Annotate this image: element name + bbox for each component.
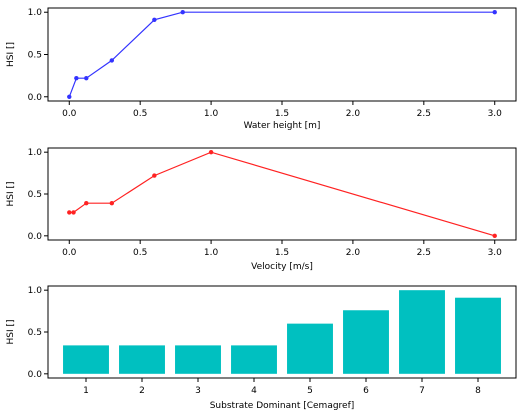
x-tick-label: 5	[307, 386, 313, 396]
data-point	[109, 201, 115, 206]
bar	[175, 345, 221, 374]
y-axis-label: HSI []	[6, 319, 16, 344]
x-axis-label: Water height [m]	[244, 121, 321, 131]
y-tick-label: 1.0	[28, 286, 43, 296]
x-tick-label: 1	[83, 386, 89, 396]
y-axis-label: HSI []	[6, 42, 16, 67]
data-point	[180, 10, 185, 15]
y-tick-label: 0.0	[28, 370, 43, 380]
x-tick-label: 0.0	[62, 248, 77, 258]
y-tick-label: 0.5	[28, 51, 42, 61]
y-tick-label: 0.5	[28, 190, 42, 200]
bar	[287, 323, 333, 374]
bar	[231, 345, 277, 374]
x-axis-label: Substrate Dominant [Cemagref]	[210, 401, 355, 411]
plot-frame	[47, 285, 517, 379]
bar	[63, 345, 109, 374]
x-tick-label: 0.5	[133, 248, 147, 258]
series-line	[68, 11, 495, 98]
y-tick-label: 0.0	[28, 232, 43, 242]
data-point	[152, 173, 157, 178]
x-tick-label: 1.5	[275, 109, 289, 119]
data-point	[109, 58, 115, 63]
x-axis-label: Velocity [m/s]	[251, 262, 313, 272]
x-tick-label: 1.0	[204, 248, 219, 258]
data-point	[74, 75, 79, 81]
data-point	[84, 201, 89, 206]
x-tick-label: 1.5	[275, 248, 289, 258]
data-point	[208, 149, 214, 155]
bar	[455, 297, 501, 374]
series-line	[69, 151, 495, 237]
x-tick-label: 6	[363, 386, 369, 396]
x-tick-label: 7	[419, 386, 425, 396]
bar	[343, 310, 389, 374]
x-tick-label: 8	[475, 386, 481, 396]
plot-frame	[47, 147, 517, 241]
x-tick-label: 2.0	[346, 109, 361, 119]
x-tick-label: 2.0	[346, 248, 361, 258]
data-point	[84, 75, 89, 81]
y-tick-label: 1.0	[28, 148, 43, 158]
data-point	[67, 94, 72, 99]
x-tick-label: 0.5	[133, 109, 147, 119]
y-tick-label: 1.0	[28, 8, 43, 18]
x-tick-label: 2	[139, 386, 145, 396]
data-point	[492, 10, 497, 15]
chart-panel-2: 0.0 0.5 1.0 HSI [] Velocity [m/s] 0.0 0.5 1.0 1.…	[6, 147, 517, 272]
x-tick-label: 3.0	[488, 248, 503, 258]
data-point	[152, 17, 157, 23]
x-tick-label: 0.0	[62, 109, 77, 119]
x-tick-label: 1.0	[204, 109, 219, 119]
data-point	[67, 210, 72, 215]
data-point	[492, 233, 497, 239]
bar	[119, 345, 165, 374]
x-tick-label: 4	[251, 386, 257, 396]
chart-panel-3: 0.0 0.5 1.0 HSI [] Substrate Dominant [Cemag…	[6, 285, 517, 411]
x-tick-label: 3.0	[488, 109, 503, 119]
x-tick-label: 2.5	[417, 109, 431, 119]
y-axis-label: HSI []	[6, 181, 16, 206]
bar	[399, 290, 445, 374]
data-point	[71, 210, 76, 215]
x-tick-label: 2.5	[417, 248, 431, 258]
y-tick-label: 0.0	[28, 93, 43, 103]
y-tick-label: 0.5	[28, 328, 42, 338]
x-tick-label: 3	[195, 386, 201, 396]
chart-panel-1: 0.0 0.5 1.0 HSI [] Water height [m] 0.0 0.5 1.0…	[6, 7, 517, 131]
